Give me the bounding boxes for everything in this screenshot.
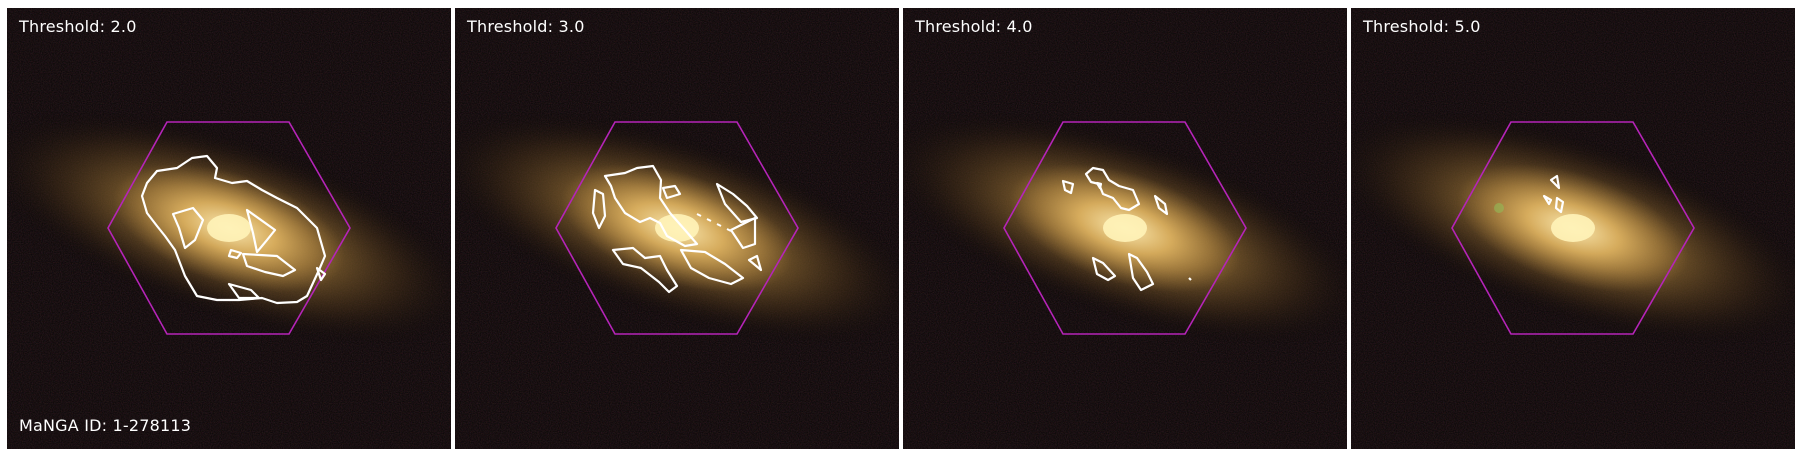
panel-threshold-4: Threshold: 4.0 bbox=[903, 8, 1347, 449]
manga-id-label: MaNGA ID: 1-278113 bbox=[19, 416, 192, 435]
ifu-hexagon bbox=[555, 121, 799, 335]
ifu-hexagon bbox=[107, 121, 351, 335]
ifu-hexagon bbox=[1451, 121, 1695, 335]
panel-threshold-2: Threshold: 2.0 MaNGA ID: 1-278113 bbox=[7, 8, 451, 449]
contour-lines bbox=[1061, 166, 1192, 292]
ifu-hexagon bbox=[1003, 121, 1247, 335]
contour-lines bbox=[140, 154, 327, 305]
panel-threshold-3: Threshold: 3.0 bbox=[455, 8, 899, 449]
threshold-label: Threshold: 2.0 bbox=[19, 17, 137, 36]
contour-lines bbox=[591, 164, 763, 294]
galaxy-image bbox=[903, 8, 1347, 449]
threshold-label: Threshold: 4.0 bbox=[915, 17, 1033, 36]
contour-lines bbox=[1542, 174, 1565, 214]
galaxy-image bbox=[1351, 8, 1795, 449]
threshold-label: Threshold: 5.0 bbox=[1363, 17, 1481, 36]
threshold-label: Threshold: 3.0 bbox=[467, 17, 585, 36]
galaxy-image bbox=[455, 8, 899, 449]
galaxy-image bbox=[7, 8, 451, 449]
panel-threshold-5: Threshold: 5.0 bbox=[1351, 8, 1795, 449]
